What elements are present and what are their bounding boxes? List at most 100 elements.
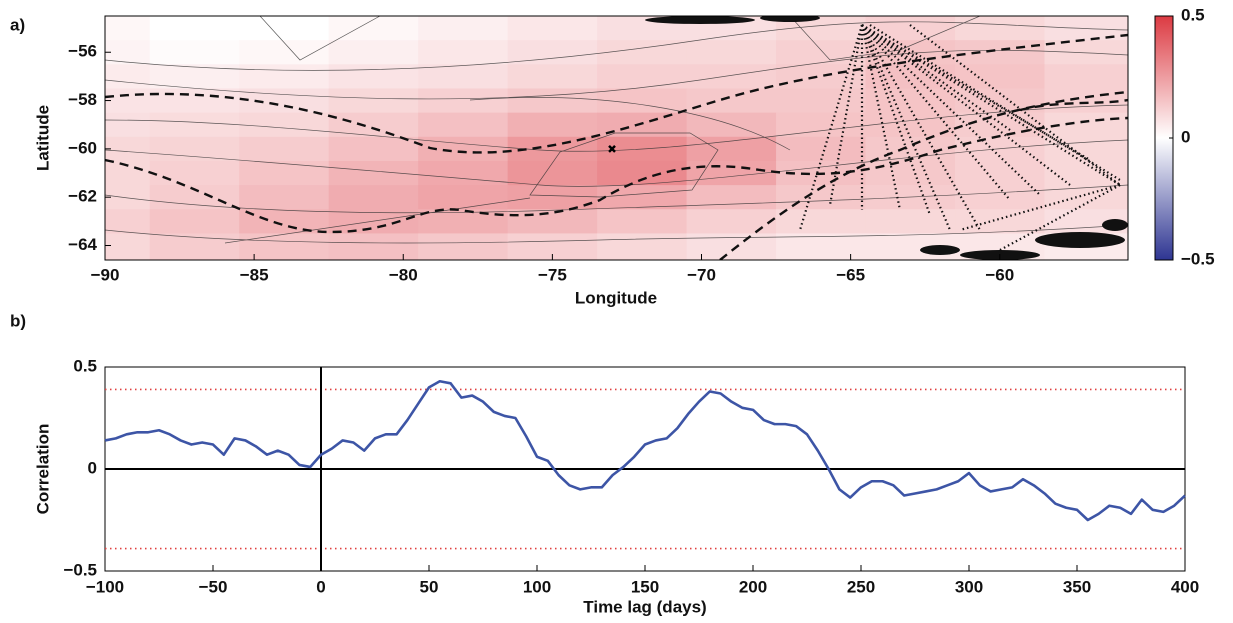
- y-tick-label: −60: [68, 138, 97, 157]
- y-tick-label: −64: [68, 235, 97, 254]
- y-tick-label: −0.5: [63, 560, 97, 579]
- contour-cell: [328, 233, 419, 260]
- contour-cell: [955, 160, 1045, 186]
- contour-cell: [507, 40, 598, 65]
- contour-cell: [418, 209, 509, 234]
- contour-cell: [776, 112, 867, 138]
- y-axis-title: Correlation: [33, 424, 52, 515]
- contour-cell: [105, 136, 151, 162]
- x-tick-label: −75: [538, 265, 567, 284]
- contour-cell: [105, 185, 151, 210]
- x-tick-label: −60: [985, 265, 1014, 284]
- x-tick-label: 250: [847, 577, 875, 596]
- contour-cell: [328, 209, 419, 234]
- contour-cell: [686, 88, 777, 114]
- x-tick-label: 350: [1063, 577, 1091, 596]
- contour-cell: [239, 112, 330, 138]
- contour-cell: [1044, 40, 1128, 65]
- contour-cell: [328, 64, 419, 89]
- x-tick-label: −100: [86, 577, 124, 596]
- contour-cell: [1044, 64, 1128, 89]
- contour-cell: [507, 64, 598, 89]
- contour-cell: [239, 16, 330, 41]
- x-axis-title: Longitude: [575, 288, 657, 307]
- contour-cell: [507, 160, 598, 186]
- contour-cell: [686, 64, 777, 89]
- contour-cell: [105, 88, 151, 114]
- y-axis-title: Latitude: [33, 105, 52, 171]
- contour-field: [105, 16, 1128, 260]
- y-tick-label: −56: [68, 42, 97, 61]
- contour-cell: [418, 88, 509, 114]
- contour-cell: [239, 64, 330, 89]
- contour-cell: [418, 233, 509, 260]
- contour-cell: [149, 16, 240, 41]
- contour-cell: [105, 64, 151, 89]
- contour-cell: [149, 112, 240, 138]
- contour-cell: [328, 185, 419, 210]
- contour-cell: [507, 209, 598, 234]
- contour-cell: [149, 88, 240, 114]
- contour-cell: [105, 209, 151, 234]
- x-tick-label: −80: [389, 265, 418, 284]
- contour-cell: [597, 160, 688, 186]
- contour-cell: [239, 40, 330, 65]
- contour-cell: [686, 136, 777, 162]
- x-tick-label: 300: [955, 577, 983, 596]
- plot-frame: [104, 15, 1129, 261]
- contour-cell: [507, 185, 598, 210]
- contour-cell: [328, 40, 419, 65]
- contour-cell: [686, 209, 777, 234]
- map-overlays: [105, 16, 1128, 260]
- contour-cell: [776, 88, 867, 114]
- contour-cell: [239, 160, 330, 186]
- correlation-line: [104, 379, 1186, 522]
- x-axis-title: Time lag (days): [583, 597, 706, 616]
- contour-cell: [328, 16, 419, 41]
- contour-cell: [149, 136, 240, 162]
- contour-cell: [955, 185, 1045, 210]
- contour-cell: [418, 16, 509, 41]
- contour-cell: [507, 88, 598, 114]
- contour-cell: [239, 88, 330, 114]
- contour-cell: [955, 136, 1045, 162]
- y-tick-label: 0.5: [73, 356, 97, 375]
- contour-cell: [955, 64, 1045, 89]
- y-tick-label: 0: [88, 458, 97, 477]
- contour-cell: [105, 40, 151, 65]
- x-tick-label: 400: [1171, 577, 1199, 596]
- x-tick-label: 150: [631, 577, 659, 596]
- contour-cell: [686, 185, 777, 210]
- contour-cell: [328, 160, 419, 186]
- contour-cell: [597, 233, 688, 260]
- contour-cell: [955, 112, 1045, 138]
- contour-cell: [597, 112, 688, 138]
- colorbar-tick-label: 0.5: [1181, 5, 1205, 24]
- x-tick-label: −90: [91, 265, 120, 284]
- x-tick-label: −70: [687, 265, 716, 284]
- contour-cell: [105, 16, 151, 41]
- contour-cell: [418, 64, 509, 89]
- panel-label: a): [10, 15, 25, 34]
- contour-cell: [686, 40, 777, 65]
- contour-cell: [955, 40, 1045, 65]
- contour-cell: [149, 40, 240, 65]
- contour-cell: [105, 233, 151, 260]
- contour-cell: [328, 88, 419, 114]
- contour-cell: [776, 64, 867, 89]
- x-tick-label: 100: [523, 577, 551, 596]
- x-tick-label: −50: [199, 577, 228, 596]
- contour-cell: [597, 185, 688, 210]
- contour-cell: [239, 185, 330, 210]
- center-marker: [608, 144, 616, 153]
- contour-cell: [1044, 185, 1128, 210]
- panel-label: b): [10, 311, 26, 330]
- contour-cell: [776, 40, 867, 65]
- contour-cell: [149, 209, 240, 234]
- contour-cell: [418, 112, 509, 138]
- contour-cell: [597, 209, 688, 234]
- contour-cell: [865, 160, 956, 186]
- y-tick-label: −62: [68, 187, 97, 206]
- contour-cell: [149, 160, 240, 186]
